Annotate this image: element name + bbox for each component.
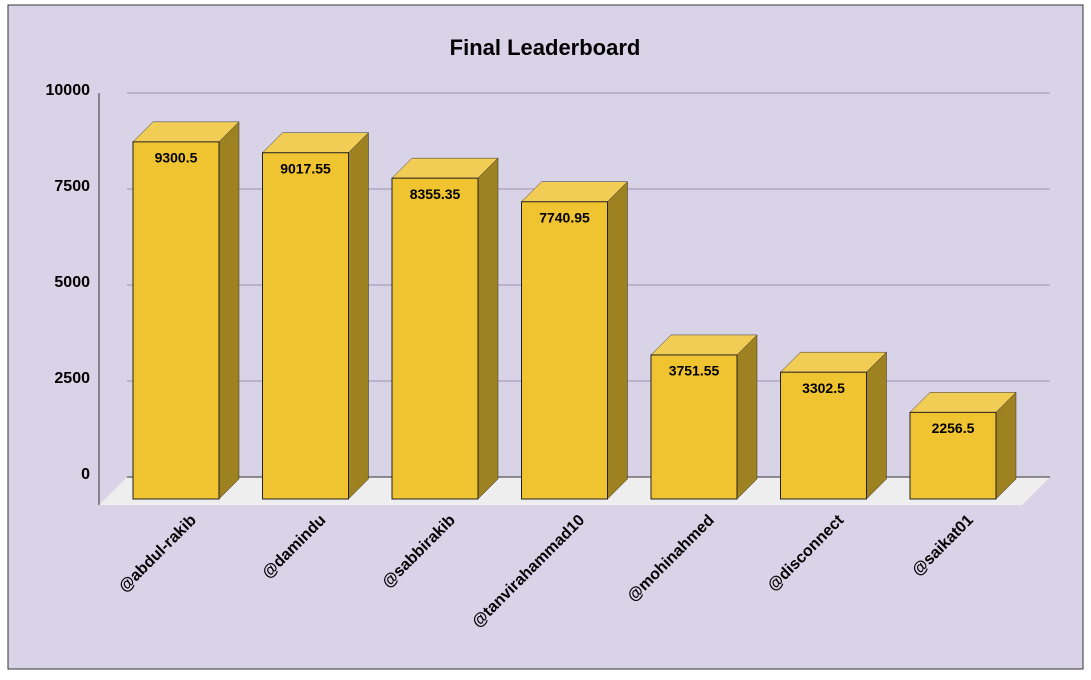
bar-front (780, 371, 867, 500)
y-tick-label: 5000 (54, 274, 90, 291)
y-tick-label: 2500 (54, 370, 90, 387)
bar-front (909, 411, 997, 500)
bar-front (132, 141, 220, 500)
y-tick-label: 10000 (46, 82, 91, 99)
data-label: 3302.5 (802, 380, 845, 396)
bar-front (262, 152, 349, 500)
bar-front (650, 354, 738, 500)
data-label: 9017.55 (280, 160, 331, 176)
bar-side (607, 181, 628, 500)
bar-side (736, 334, 758, 500)
bar: 9017.55 (261, 132, 370, 500)
bar-front (521, 201, 608, 500)
bar-side (348, 132, 369, 500)
bar-side (477, 157, 499, 500)
bar-front (391, 177, 479, 500)
bar-side (218, 121, 240, 500)
data-label: 3751.55 (669, 363, 720, 379)
bar: 3302.5 (779, 351, 888, 500)
bar: 9300.5 (132, 121, 240, 500)
y-tick-label: 0 (81, 466, 90, 483)
y-tick-label: 7500 (54, 178, 90, 195)
data-label: 2256.5 (932, 420, 975, 436)
data-label: 7740.95 (539, 209, 590, 225)
bar-side (866, 351, 887, 500)
chart-title: Final Leaderboard (450, 35, 641, 60)
bar: 7740.95 (520, 181, 629, 500)
data-label: 9300.5 (155, 150, 198, 166)
bar: 3751.55 (650, 334, 758, 500)
data-label: 8355.35 (410, 186, 461, 202)
bar: 2256.5 (909, 391, 1017, 500)
bar: 8355.35 (391, 157, 499, 500)
